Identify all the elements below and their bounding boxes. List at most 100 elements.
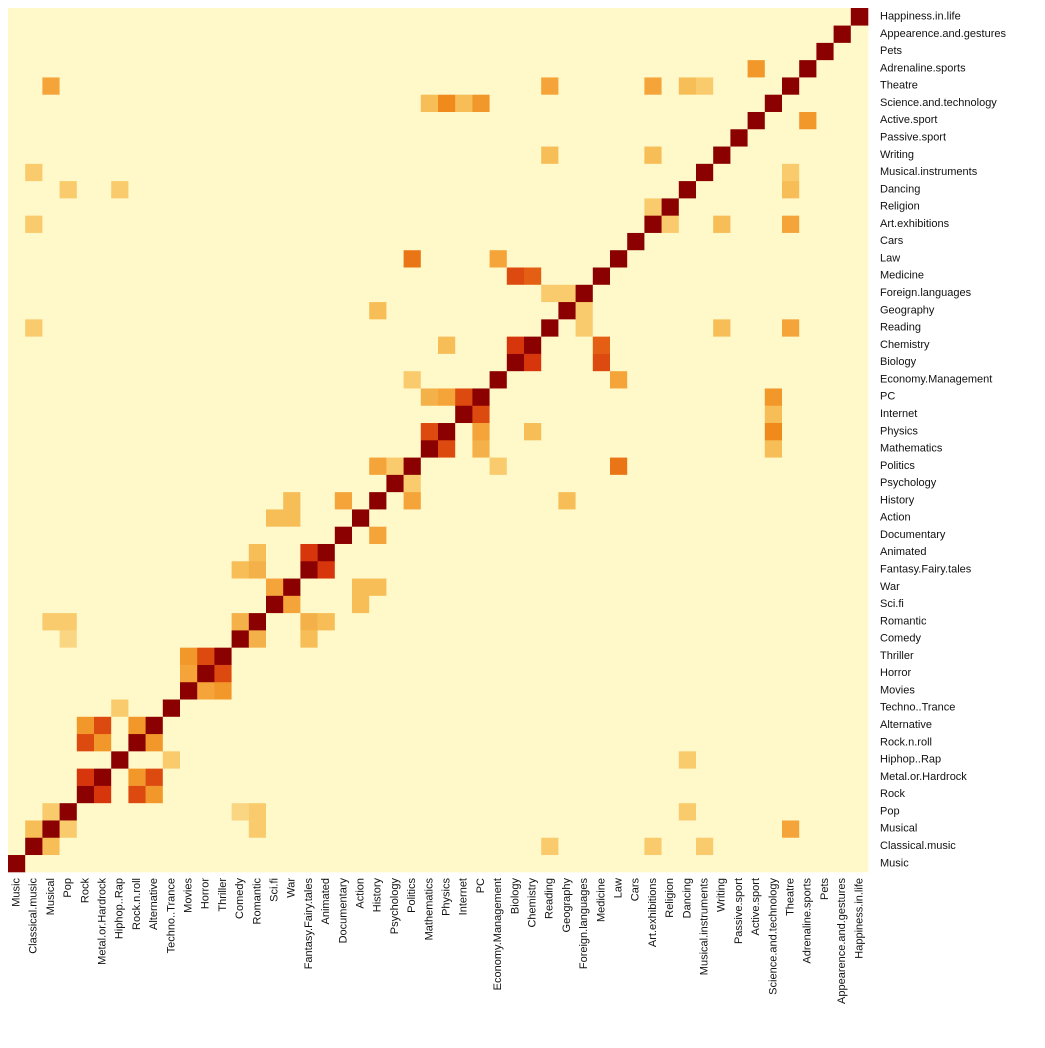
heatmap-cell (283, 249, 301, 268)
heatmap-cell (764, 560, 783, 579)
heatmap-cell (592, 509, 611, 527)
heatmap-cell (696, 422, 714, 441)
heatmap-cell (162, 198, 181, 216)
heatmap-cell (592, 146, 611, 164)
heatmap-cell (696, 319, 714, 337)
heatmap-cell (592, 630, 611, 648)
y-tick-label: Metal.or.Hardrock (880, 771, 967, 783)
heatmap-cell (438, 370, 456, 389)
heatmap-cell (730, 647, 748, 665)
heatmap-cell (42, 595, 60, 614)
heatmap-cell (627, 25, 645, 43)
heatmap-cell (59, 647, 78, 665)
heatmap-cell (696, 854, 714, 873)
heatmap-cell (283, 25, 301, 43)
heatmap-cell (816, 215, 834, 233)
heatmap-cell (369, 612, 387, 631)
heatmap-cell (300, 595, 318, 614)
heatmap-cell (455, 370, 473, 389)
heatmap-cell (541, 319, 559, 337)
heatmap-cell (300, 319, 318, 337)
heatmap-cell (816, 543, 834, 562)
heatmap-cell (197, 802, 215, 821)
heatmap-cell (472, 457, 490, 475)
heatmap-cell (558, 699, 576, 717)
heatmap-cell (558, 733, 576, 752)
heatmap-cell (317, 768, 336, 786)
heatmap-cell (369, 560, 387, 579)
heatmap-cell (438, 284, 456, 303)
heatmap-cell (420, 94, 439, 112)
heatmap-cell (541, 353, 559, 372)
heatmap-cell (696, 267, 714, 285)
heatmap-cell (111, 198, 129, 216)
heatmap-cell (747, 163, 766, 182)
heatmap-cell (489, 42, 508, 61)
heatmap-cell (59, 249, 78, 268)
heatmap-cell (696, 802, 714, 821)
y-tick-label: Theatre (880, 80, 918, 92)
heatmap-cell (180, 180, 198, 199)
heatmap-cell (266, 42, 284, 61)
heatmap-cell (799, 284, 817, 303)
heatmap-cell (145, 664, 164, 683)
heatmap-cell (25, 612, 43, 631)
heatmap-cell (575, 699, 594, 717)
heatmap-cell (162, 301, 181, 320)
heatmap-cell (352, 854, 370, 873)
heatmap-cell (231, 422, 250, 441)
heatmap-cell (197, 491, 215, 510)
heatmap-cell (730, 215, 748, 233)
heatmap-cell (799, 405, 817, 424)
heatmap-cell (283, 612, 301, 631)
heatmap-cell (782, 198, 800, 216)
heatmap-cell (627, 785, 645, 804)
heatmap-cell (713, 25, 731, 43)
heatmap-cell (145, 509, 164, 527)
heatmap-cell (816, 319, 834, 337)
heatmap-cell (713, 94, 731, 112)
y-tick-label: Internet (880, 408, 917, 420)
heatmap-cell (403, 457, 422, 475)
heatmap-cell (661, 249, 680, 268)
heatmap-cell (162, 215, 181, 233)
heatmap-cell (661, 664, 680, 683)
heatmap-cell (369, 8, 387, 26)
heatmap-cell (610, 422, 628, 441)
heatmap-cell (610, 595, 628, 614)
heatmap-cell (799, 751, 817, 769)
heatmap-cell (8, 647, 26, 665)
heatmap-cell (334, 232, 353, 251)
heatmap-cell (300, 612, 318, 631)
heatmap-cell (352, 422, 370, 441)
heatmap-cell (661, 422, 680, 441)
heatmap-cell (369, 630, 387, 648)
heatmap-cell (8, 77, 26, 95)
heatmap-cell (833, 77, 852, 95)
heatmap-cell (145, 543, 164, 562)
heatmap-cell (283, 198, 301, 216)
heatmap-cell (317, 820, 336, 838)
heatmap-cell (661, 457, 680, 475)
heatmap-cell (592, 370, 611, 389)
heatmap-cell (162, 353, 181, 372)
heatmap-cell (180, 578, 198, 596)
heatmap-cell (197, 630, 215, 648)
heatmap-cell (764, 733, 783, 752)
heatmap-cell (197, 526, 215, 544)
heatmap-cell (76, 77, 95, 95)
heatmap-cell (438, 733, 456, 752)
heatmap-cell (352, 837, 370, 856)
heatmap-cell (197, 422, 215, 441)
heatmap-cell (627, 111, 645, 130)
heatmap-cell (816, 284, 834, 303)
heatmap-cell (472, 388, 490, 406)
heatmap-cell (94, 146, 112, 164)
heatmap-cell (506, 249, 525, 268)
heatmap-cell (42, 249, 60, 268)
heatmap-cell (386, 198, 404, 216)
heatmap-cell (799, 664, 817, 683)
heatmap-cell (8, 578, 26, 596)
heatmap-cell (386, 59, 404, 78)
heatmap-cell (782, 491, 800, 510)
